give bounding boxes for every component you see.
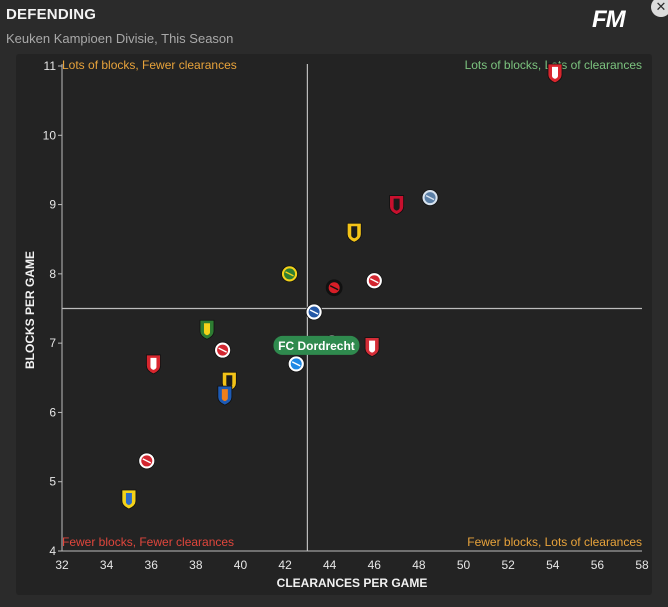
badge-stripe [125,493,132,506]
quadrant-label-bottom-left: Fewer blocks, Fewer clearances [62,535,234,549]
reference-lines [62,64,642,551]
fm-logo: FM [592,6,626,33]
x-tick-label: 38 [189,558,203,572]
club-badge-point[interactable] [217,385,233,406]
highlight-pill [273,335,360,355]
club-badge-point[interactable] [421,189,439,207]
chart-title: DEFENDING [6,6,97,23]
x-axis-label: CLEARANCES PER GAME [277,576,428,590]
badge-stripe [425,195,435,201]
x-tick-label: 58 [635,558,649,572]
x-tick-label: 56 [591,558,605,572]
club-badge-point[interactable] [281,265,298,283]
club-badge-point[interactable] [287,355,305,373]
club-badge-point[interactable] [214,341,232,359]
y-tick-label: 7 [49,336,56,350]
y-tick-label: 6 [49,405,56,419]
club-badge-point[interactable] [346,222,362,243]
quadrant-label-top-left: Lots of blocks, Fewer clearances [62,58,237,72]
badge-stripe [309,309,319,315]
data-points [121,63,563,510]
x-tick-label: 34 [100,558,114,572]
badge-stripe [369,278,379,284]
x-tick-label: 46 [368,558,382,572]
badge-stripe [150,357,157,370]
highlight-text: FC Dordrecht [278,339,355,353]
club-badge-point[interactable] [121,489,137,510]
club-badge-point[interactable] [389,195,405,216]
club-badge-point[interactable] [365,272,383,290]
badge-stripe [291,361,301,367]
quadrant-labels: Lots of blocks, Fewer clearances Lots of… [62,58,642,549]
x-tick-label: 50 [457,558,471,572]
y-tick-label: 8 [49,267,56,281]
y-tick-label: 11 [44,59,57,73]
y-tick-label: 9 [49,198,56,212]
x-tick-label: 36 [145,558,159,572]
x-tick-label: 40 [234,558,248,572]
badge-stripe [285,271,294,277]
club-badge-point[interactable] [146,354,161,375]
badge-stripe [221,389,228,402]
y-tick-label: 5 [49,475,56,489]
club-badge-point[interactable] [325,279,343,297]
y-axis-label: BLOCKS PER GAME [23,251,37,369]
badge-stripe [329,285,339,291]
badge-stripe [218,347,227,353]
highlight-label-fc-dordrecht[interactable]: FC Dordrecht [273,335,360,355]
badge-stripe [204,323,210,336]
club-badge-point[interactable] [305,303,323,321]
x-tick-label: 32 [55,558,69,572]
badge-stripe [369,340,376,353]
close-button[interactable]: ✕ [651,0,668,17]
y-tick-label: 10 [43,128,57,142]
x-tick-label: 54 [546,558,560,572]
x-tick-label: 42 [278,558,292,572]
x-tick-label: 52 [501,558,515,572]
highlight-layer: FC Dordrecht [273,335,360,355]
badge-stripe [226,375,233,388]
badge-stripe [351,226,358,239]
x-tick-label: 44 [323,558,337,572]
club-badge-point[interactable] [364,337,380,358]
club-badge-point[interactable] [547,63,563,84]
club-badge-point[interactable] [199,319,215,340]
club-badge-point[interactable] [138,452,156,470]
y-tick-label: 4 [49,544,56,558]
x-tick-label: 48 [412,558,426,572]
chart-subtitle: Keuken Kampioen Divisie, This Season [6,31,234,46]
quadrant-label-bottom-right: Fewer blocks, Lots of clearances [467,535,642,549]
badge-stripe [142,458,152,464]
badge-stripe [552,66,558,79]
chart-panel [16,54,652,595]
badge-stripe [393,198,400,211]
